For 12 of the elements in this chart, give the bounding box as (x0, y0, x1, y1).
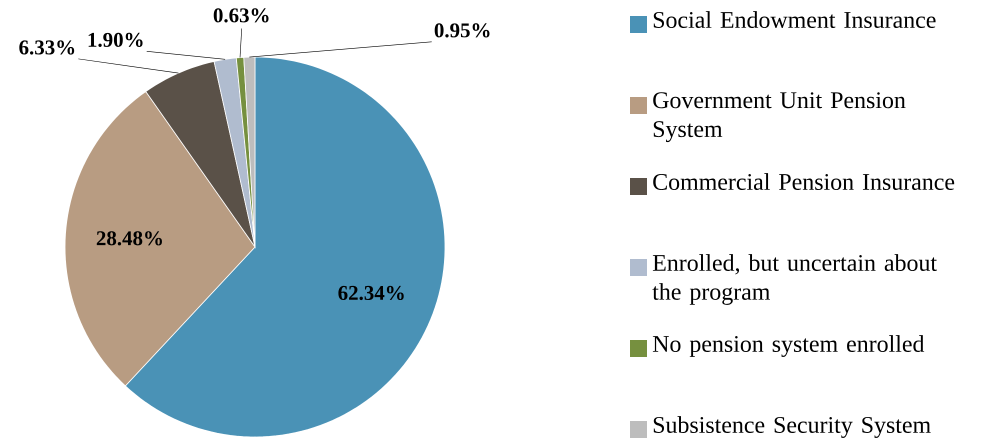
legend-label: No pension system enrolled (652, 335, 924, 357)
data-label: 28.48% (96, 231, 162, 246)
data-label: 62.34% (338, 286, 404, 300)
legend-label: Subsistence Security System (654, 416, 931, 438)
data-label: 1.90% (88, 32, 143, 47)
legend-label: Commercial Pension Insurance (653, 173, 954, 190)
legend-label: Social Endowment Insurance (654, 11, 936, 28)
data-label: 0.63% (214, 8, 269, 22)
data-label: 0.95% (434, 23, 490, 38)
data-label: 6.33% (19, 40, 74, 55)
legend-label: Government Unit Pension System (653, 92, 906, 142)
legend-label: Enrolled, but uncertain about the program (652, 254, 937, 305)
